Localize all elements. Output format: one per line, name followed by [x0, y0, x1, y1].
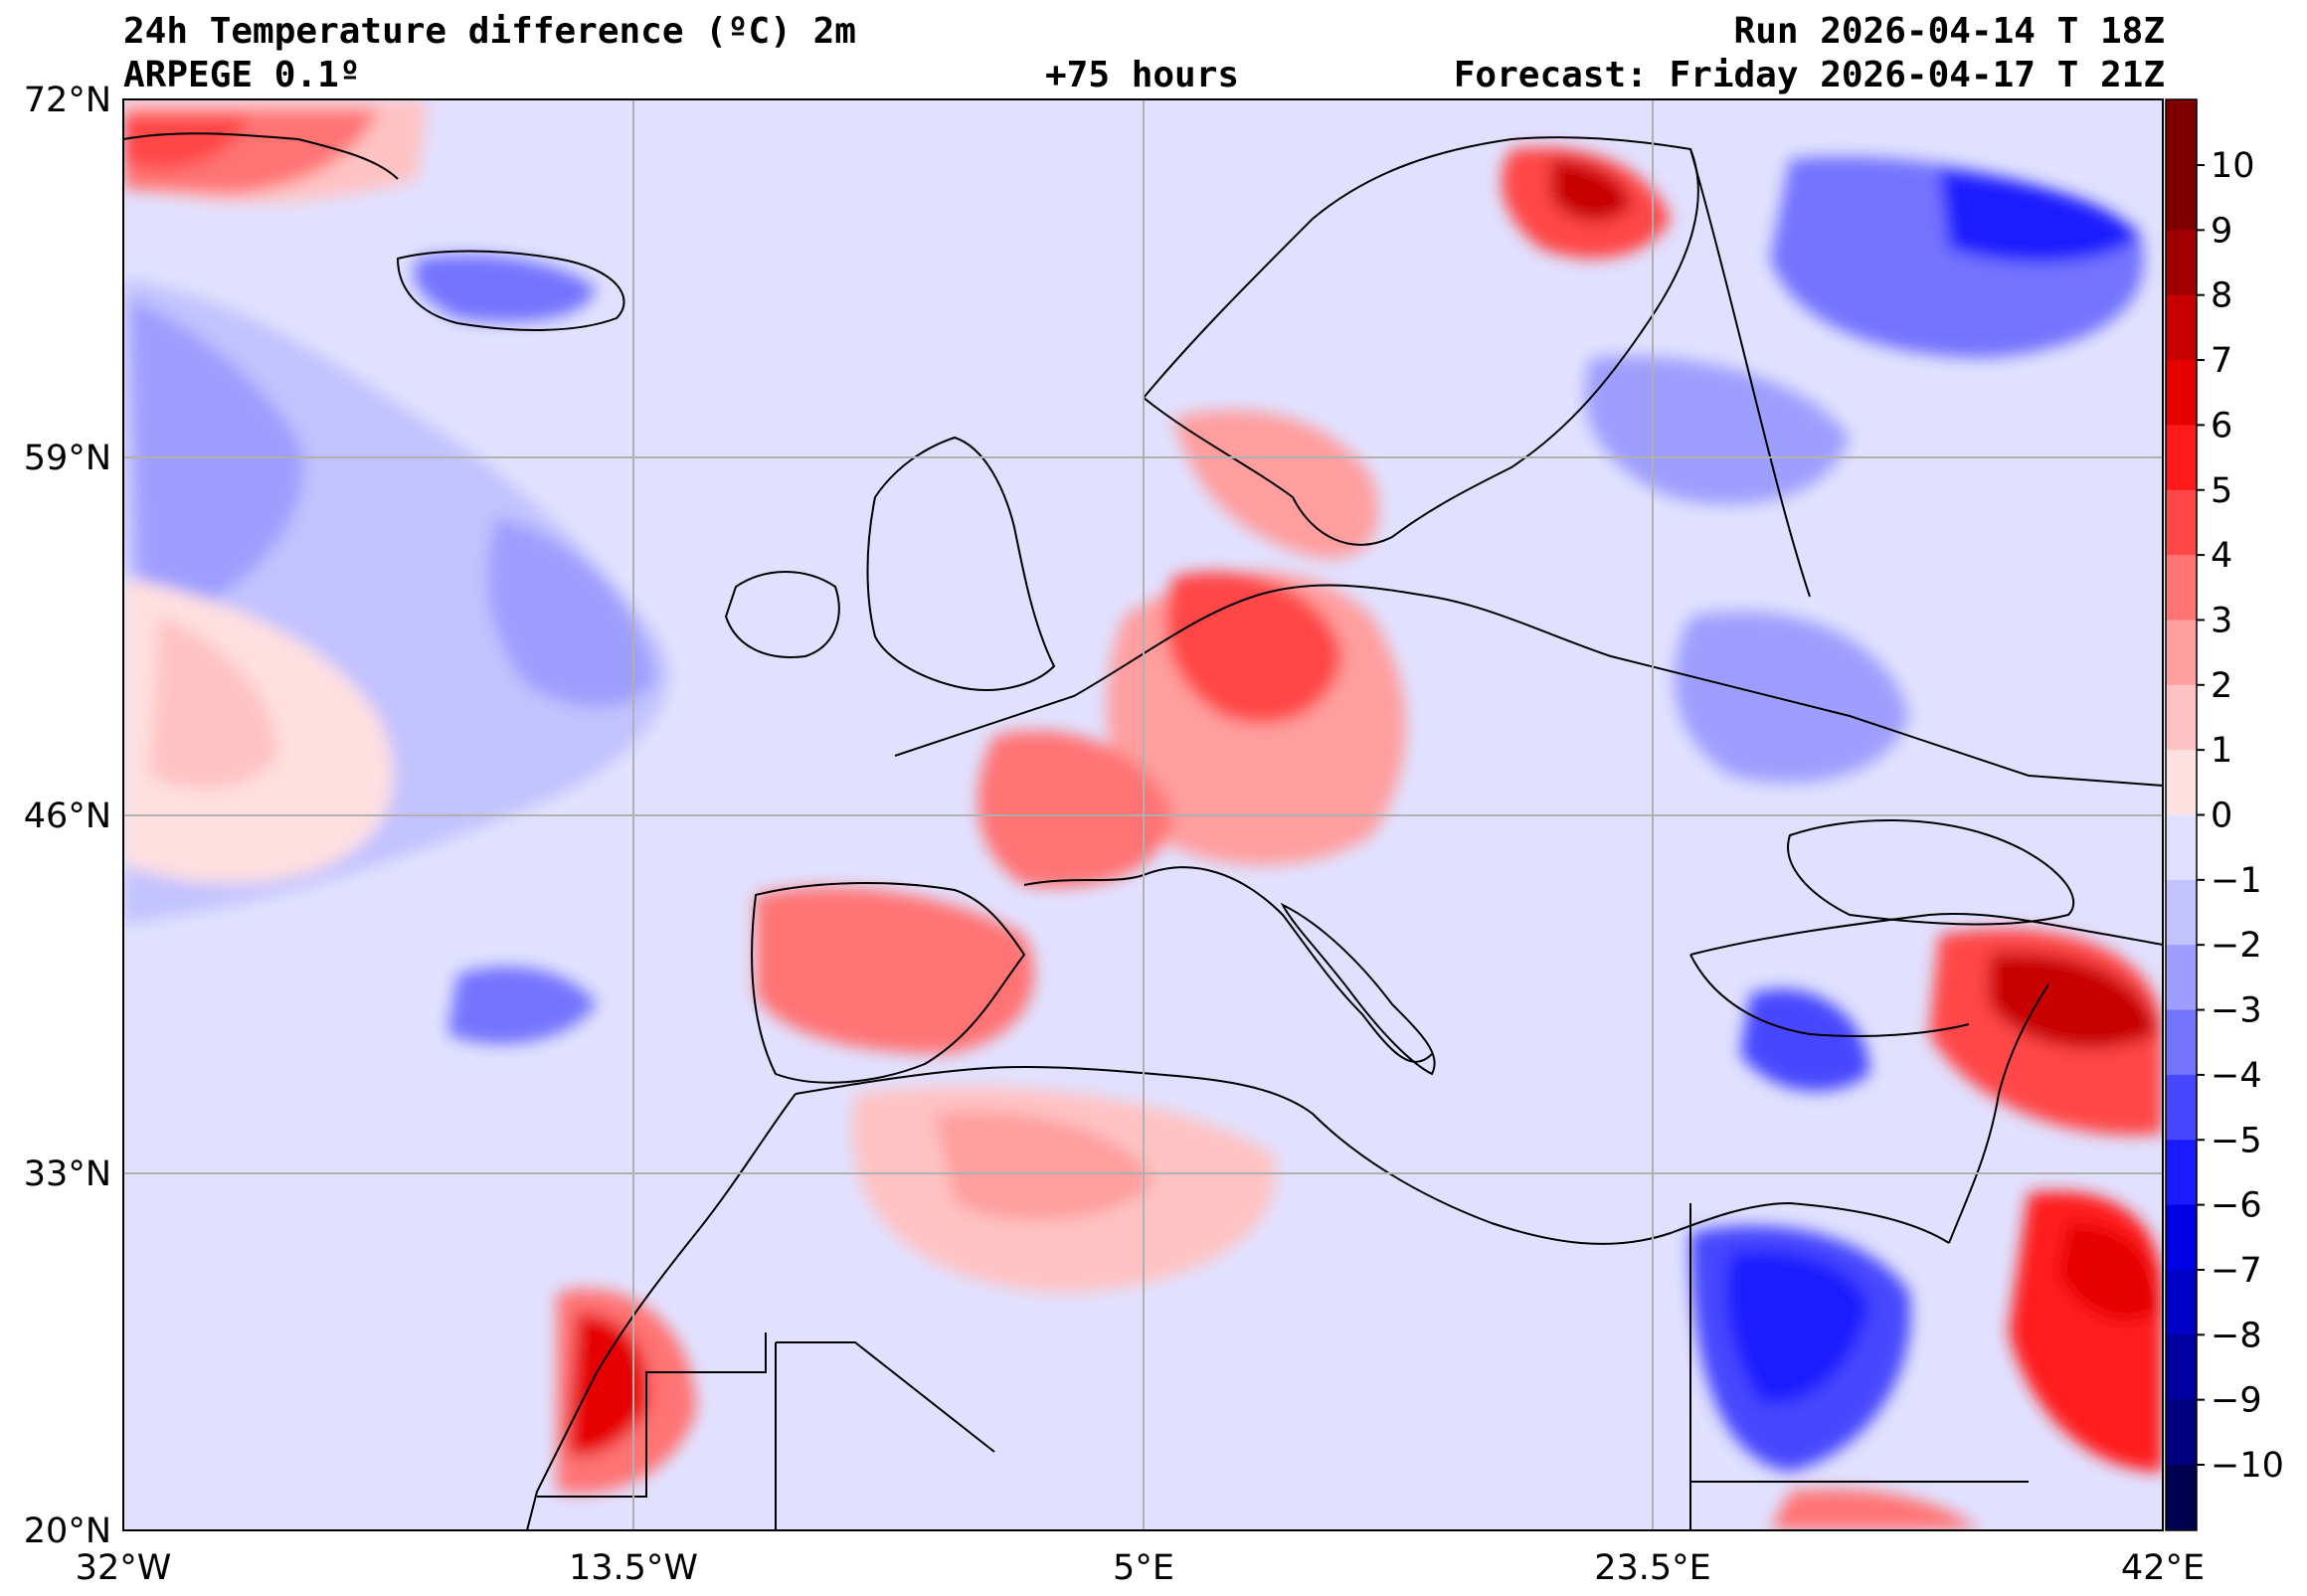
colorbar-tick-label: 4 [2211, 536, 2232, 576]
model-label: ARPEGE 0.1º [123, 55, 361, 95]
coastlines [123, 132, 2163, 1530]
colorbar-segment [2166, 489, 2197, 556]
colorbar-segment [2166, 879, 2197, 946]
graticule [123, 99, 2163, 1530]
lat-tick-label: 20°N [24, 1511, 111, 1551]
field-layer [123, 99, 2163, 1530]
colorbar-segment [2166, 165, 2197, 231]
run-label: Run 2026-04-14 T 18Z [1733, 11, 2165, 52]
colorbar-tick-label: −8 [2211, 1316, 2262, 1355]
colorbar-segment [2166, 1204, 2197, 1271]
colorbar-segment [2166, 945, 2197, 1011]
colorbar-segment [2166, 360, 2197, 426]
colorbar-segment [2166, 814, 2197, 881]
lon-tick-label: 42°E [2121, 1548, 2205, 1588]
colorbar-tick-label: 8 [2211, 276, 2232, 316]
colorbar-tick-label: 9 [2211, 211, 2232, 251]
colorbar-segment [2166, 750, 2197, 815]
colorbar-segment [2166, 1140, 2197, 1206]
colorbar-tick-label: −5 [2211, 1121, 2262, 1160]
colorbar-tick-label: −6 [2211, 1186, 2262, 1226]
colorbar-tick-label: 5 [2211, 471, 2232, 511]
colorbar-tick-label: −3 [2211, 991, 2262, 1031]
lat-tick-label: 33°N [24, 1154, 111, 1194]
colorbar [2165, 98, 2198, 1531]
colorbar-tick-label: −7 [2211, 1251, 2262, 1291]
colorbar-extension-bottom [2166, 1465, 2197, 1530]
colorbar-tick-label: 0 [2211, 797, 2232, 836]
colorbar-tick-label: 2 [2211, 666, 2232, 706]
lon-tick-label: 32°W [76, 1548, 172, 1588]
colorbar-segment [2166, 1399, 2197, 1466]
lon-tick-label: 23.5°E [1594, 1548, 1711, 1588]
lon-tick-labels: 32°W 13.5°W 5°E 23.5°E 42°E [76, 1548, 2205, 1588]
colorbar-segment [2166, 555, 2197, 621]
lat-tick-label: 59°N [24, 439, 111, 478]
colorbar-tick-label: −10 [2211, 1446, 2284, 1486]
lon-tick-label: 5°E [1113, 1548, 1174, 1588]
colorbar-segment [2166, 230, 2197, 296]
colorbar-tick-label: −4 [2211, 1056, 2262, 1096]
colorbar-tick-label: 1 [2211, 731, 2232, 771]
colorbar-segment [2166, 425, 2197, 491]
colorbar-segment [2166, 294, 2197, 361]
colorbar-tick-label: 6 [2211, 406, 2232, 445]
lat-tick-label: 46°N [24, 797, 111, 836]
colorbar-extension-top [2166, 99, 2197, 165]
colorbar-tick-label: 7 [2211, 341, 2232, 381]
colorbar-segment [2166, 1009, 2197, 1076]
map-frame [122, 98, 2164, 1531]
colorbar-segment [2166, 1334, 2197, 1401]
colorbar-segment [2166, 684, 2197, 751]
colorbar-segment [2166, 620, 2197, 686]
lead-time-label: +75 hours [1045, 55, 1240, 95]
field-patches [123, 99, 2163, 1530]
colorbar-tick-label: −1 [2211, 861, 2262, 901]
colorbar-tick-label: −2 [2211, 926, 2262, 966]
colorbar-tick-label: 10 [2211, 146, 2255, 186]
colorbar-tick-label: −9 [2211, 1381, 2262, 1421]
lat-tick-label: 72°N [24, 81, 111, 120]
colorbar-segment [2166, 1074, 2197, 1141]
colorbar-segment [2166, 1269, 2197, 1335]
lat-tick-labels: 72°N 59°N 46°N 33°N 20°N [24, 81, 111, 1551]
forecast-time-label: Forecast: Friday 2026-04-17 T 21Z [1453, 55, 2165, 95]
map-title: 24h Temperature difference (ºC) 2m [123, 11, 856, 52]
colorbar-tick-label: 3 [2211, 601, 2232, 640]
lon-tick-label: 13.5°W [569, 1548, 698, 1588]
